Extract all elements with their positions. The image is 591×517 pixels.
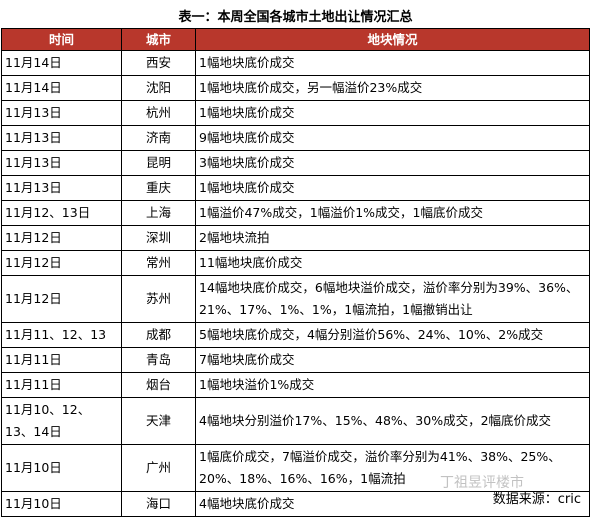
table-row: 11月12、13日 上海 1幅溢价47%成交，1幅溢价1%成交，1幅底价成交 [1, 200, 590, 226]
city-cell: 苏州 [121, 275, 196, 323]
date-cell: 11月13日 [1, 100, 122, 126]
city-cell: 常州 [121, 250, 196, 276]
watermark: 丁祖昱评楼市 [440, 475, 524, 491]
date-cell: 11月13日 [1, 125, 122, 151]
date-cell: 11月10、12、13、14日 [1, 397, 122, 445]
header-cell: 时间 [1, 28, 122, 51]
city-cell: 重庆 [121, 175, 196, 201]
city-cell: 西安 [121, 50, 196, 76]
city-cell: 济南 [121, 125, 196, 151]
table-row: 11月13日 杭州 1幅地块底价成交 [1, 100, 590, 126]
table-row: 11月12日 苏州 14幅地块底价成交，6幅地块溢价成交，溢价率分别为39%、36%… [1, 275, 590, 323]
table-title: 表一：本周全国各城市土地出让情况汇总 [178, 10, 413, 25]
date-cell: 11月14日 [1, 75, 122, 101]
table-row: 11月10日 广州 1幅底价成交，7幅溢价成交，溢价率分别为41%、38%、25%、… [1, 444, 590, 492]
date-cell: 11月12日 [1, 275, 122, 323]
info-cell: 2幅地块流拍 [195, 225, 590, 251]
info-cell: 9幅地块底价成交 [195, 125, 590, 151]
info-cell: 14幅地块底价成交，6幅地块溢价成交，溢价率分别为39%、36%、21%、17%… [195, 275, 590, 323]
info-cell: 11幅地块底价成交 [195, 250, 590, 276]
info-cell: 1幅地块底价成交 [195, 100, 590, 126]
table-row: 11月11、12、13 成都 5幅地块底价成交，4幅分别溢价56%、24%、10%、… [1, 322, 590, 348]
info-cell: 1幅地块底价成交 [195, 175, 590, 201]
date-cell: 11月11日 [1, 372, 122, 398]
date-cell: 11月13日 [1, 175, 122, 201]
table-row: 11月13日 济南 9幅地块底价成交 [1, 125, 590, 151]
info-cell: 1幅地块底价成交 [195, 50, 590, 76]
city-cell: 昆明 [121, 150, 196, 176]
info-cell: 5幅地块底价成交，4幅分别溢价56%、24%、10%、2%成交 [195, 322, 590, 348]
info-cell: 1幅地块底价成交，另一幅溢价23%成交 [195, 75, 590, 101]
info-cell: 1幅溢价47%成交，1幅溢价1%成交，1幅底价成交 [195, 200, 590, 226]
table-row: 11月11日 烟台 1幅地块溢价1%成交 [1, 372, 590, 398]
date-cell: 11月10日 [1, 491, 122, 517]
info-cell: 1幅底价成交，7幅溢价成交，溢价率分别为41%、38%、25%、20%、18%、… [195, 444, 590, 492]
date-cell: 11月10日 [1, 444, 122, 492]
city-cell: 成都 [121, 322, 196, 348]
date-cell: 11月11日 [1, 347, 122, 373]
city-cell: 杭州 [121, 100, 196, 126]
date-cell: 11月11、12、13 [1, 322, 122, 348]
table-row: 11月13日 重庆 1幅地块底价成交 [1, 175, 590, 201]
land-table: 时间 城市 地块情况 11月14日 西安 1幅地块底价成交 11月14日 沈阳 1幅地块底价成… [1, 28, 590, 517]
city-cell: 海口 [121, 491, 196, 517]
date-cell: 11月14日 [1, 50, 122, 76]
date-cell: 11月13日 [1, 150, 122, 176]
header-cell: 地块情况 [195, 28, 590, 51]
date-cell: 11月12日 [1, 250, 122, 276]
page: 表一：本周全国各城市土地出让情况汇总 时间 城市 地块情况 11月14日 西安 1幅地块… [1, 10, 590, 517]
table-row: 11月13日 昆明 3幅地块底价成交 [1, 150, 590, 176]
table-row: 11月12日 深圳 2幅地块流拍 [1, 225, 590, 251]
city-cell: 天津 [121, 397, 196, 445]
info-cell: 4幅地块分别溢价17%、15%、48%、30%成交，2幅底价成交 [195, 397, 590, 445]
city-cell: 深圳 [121, 225, 196, 251]
city-cell: 烟台 [121, 372, 196, 398]
header-cell: 城市 [121, 28, 196, 51]
source-note: 数据来源：cric [492, 492, 581, 507]
table-row: 11月12日 常州 11幅地块底价成交 [1, 250, 590, 276]
table-row: 11月14日 沈阳 1幅地块底价成交，另一幅溢价23%成交 [1, 75, 590, 101]
city-cell: 广州 [121, 444, 196, 492]
city-cell: 上海 [121, 200, 196, 226]
city-cell: 沈阳 [121, 75, 196, 101]
date-cell: 11月12日 [1, 225, 122, 251]
table-row: 11月14日 西安 1幅地块底价成交 [1, 50, 590, 76]
table-row: 11月10、12、13、14日 天津 4幅地块分别溢价17%、15%、48%、30%… [1, 397, 590, 445]
date-cell: 11月12、13日 [1, 200, 122, 226]
info-cell: 3幅地块底价成交 [195, 150, 590, 176]
header-row: 时间 城市 地块情况 [1, 28, 590, 51]
info-cell: 1幅地块溢价1%成交 [195, 372, 590, 398]
city-cell: 青岛 [121, 347, 196, 373]
info-cell: 7幅地块底价成交 [195, 347, 590, 373]
table-row: 11月11日 青岛 7幅地块底价成交 [1, 347, 590, 373]
